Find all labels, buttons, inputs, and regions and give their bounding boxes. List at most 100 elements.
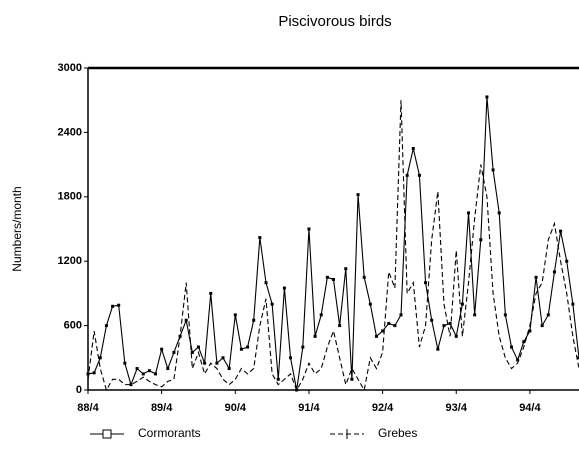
y-tick-label: 1800	[58, 191, 82, 203]
point	[246, 345, 250, 349]
point	[546, 313, 550, 317]
point	[374, 334, 378, 338]
point	[203, 361, 207, 365]
x-tick-label: 89/4	[151, 402, 173, 414]
point	[166, 367, 170, 371]
point	[368, 302, 372, 306]
point	[436, 347, 440, 351]
x-tick-label: 88/4	[77, 402, 99, 414]
point	[485, 95, 489, 99]
point	[522, 340, 526, 344]
point	[92, 371, 96, 375]
point	[215, 361, 219, 365]
point	[362, 275, 366, 279]
point	[98, 356, 102, 360]
point	[442, 324, 446, 328]
point	[111, 304, 115, 308]
point	[252, 318, 256, 322]
point	[552, 270, 556, 274]
point	[540, 324, 544, 328]
x-tick-label: 90/4	[225, 402, 247, 414]
point	[313, 334, 317, 338]
point	[393, 324, 397, 328]
point	[282, 286, 286, 290]
legend-label: Grebes	[378, 426, 417, 440]
point	[221, 356, 225, 360]
y-tick-label: 1200	[58, 255, 82, 267]
point	[350, 377, 354, 381]
point	[239, 347, 243, 351]
point	[577, 356, 579, 360]
point	[424, 281, 428, 285]
point	[417, 173, 421, 177]
y-tick-label: 2400	[58, 126, 82, 138]
point	[117, 303, 121, 307]
x-tick-label: 94/4	[519, 402, 541, 414]
point	[356, 193, 360, 197]
point	[154, 372, 158, 376]
point	[503, 313, 507, 317]
point	[559, 229, 563, 233]
point	[289, 356, 293, 360]
point	[571, 302, 575, 306]
point	[270, 302, 274, 306]
chart-title: Piscivorous birds	[278, 13, 391, 30]
point	[141, 372, 145, 376]
point	[430, 318, 434, 322]
point	[528, 329, 532, 333]
point	[184, 318, 188, 322]
y-tick-label: 0	[76, 384, 82, 396]
point	[86, 372, 90, 376]
point	[209, 291, 213, 295]
point	[565, 259, 569, 263]
point	[196, 345, 200, 349]
point	[338, 324, 342, 328]
point	[104, 324, 108, 328]
point	[123, 361, 127, 365]
point	[160, 347, 164, 351]
point	[479, 238, 483, 242]
point	[454, 334, 458, 338]
point	[319, 313, 323, 317]
point	[467, 211, 471, 215]
point	[147, 369, 151, 373]
point	[301, 345, 305, 349]
y-axis-label: Numbers/month	[10, 186, 24, 271]
point	[332, 277, 335, 281]
legend-marker	[102, 429, 112, 439]
series-line	[87, 100, 579, 392]
point	[473, 313, 477, 317]
y-tick-label: 3000	[58, 62, 82, 74]
point	[405, 173, 409, 177]
point	[387, 321, 391, 325]
point	[491, 168, 495, 172]
point	[190, 350, 194, 354]
x-tick-label: 93/4	[446, 402, 468, 414]
point	[448, 321, 452, 325]
point	[172, 350, 176, 354]
point	[276, 377, 280, 381]
x-tick-label: 92/4	[372, 402, 394, 414]
point	[344, 267, 348, 271]
y-tick-label: 600	[64, 320, 82, 332]
point	[399, 313, 403, 317]
point	[135, 367, 139, 371]
point	[325, 275, 329, 279]
point	[233, 313, 237, 317]
point	[460, 302, 464, 306]
point	[129, 383, 133, 387]
point	[381, 329, 385, 333]
series-line	[87, 96, 579, 391]
point	[258, 236, 262, 240]
point	[497, 211, 501, 215]
point	[516, 358, 520, 362]
point	[307, 227, 311, 231]
legend-label: Cormorants	[138, 426, 201, 440]
point	[411, 147, 415, 150]
point	[264, 281, 268, 285]
point	[534, 275, 538, 279]
point	[509, 345, 513, 349]
point	[227, 367, 231, 371]
x-tick-label: 91/4	[298, 402, 320, 414]
